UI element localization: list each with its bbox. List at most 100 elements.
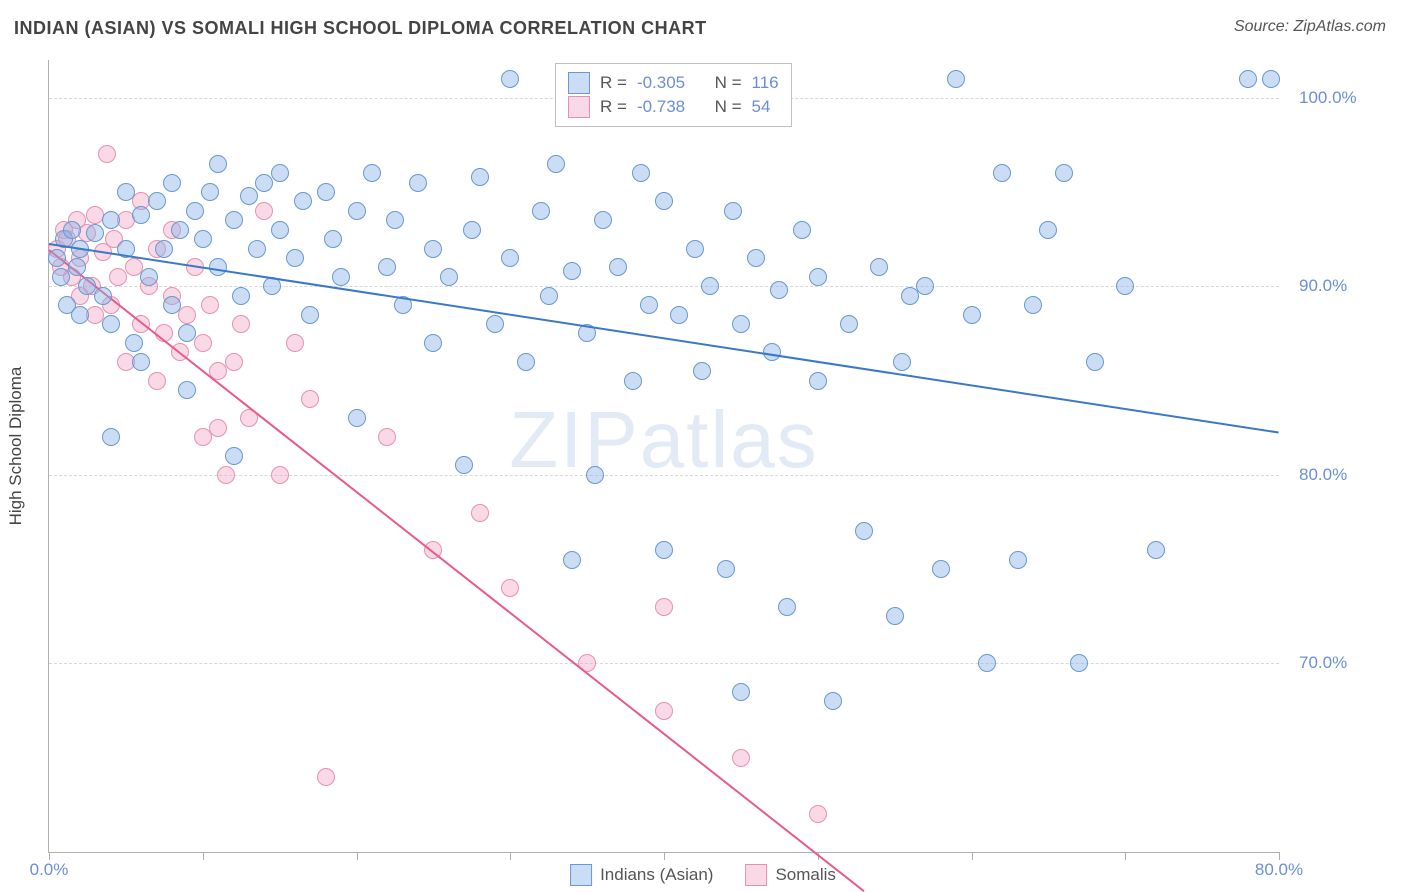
- point-indians: [463, 221, 481, 239]
- point-indians: [148, 192, 166, 210]
- legend-stats-row-indians: R = -0.305 N = 116: [568, 72, 779, 94]
- legend-item-somalis: Somalis: [745, 864, 835, 886]
- point-indians: [409, 174, 427, 192]
- point-somalis: [178, 306, 196, 324]
- point-indians: [86, 224, 104, 242]
- point-indians: [117, 183, 135, 201]
- point-indians: [947, 70, 965, 88]
- xtick-label: 0.0%: [30, 860, 69, 880]
- point-somalis: [98, 145, 116, 163]
- point-indians: [132, 353, 150, 371]
- point-indians: [532, 202, 550, 220]
- point-somalis: [225, 353, 243, 371]
- xtick-mark: [1279, 852, 1280, 860]
- point-somalis: [378, 428, 396, 446]
- point-indians: [209, 155, 227, 173]
- point-somalis: [655, 598, 673, 616]
- point-indians: [286, 249, 304, 267]
- point-indians: [94, 287, 112, 305]
- point-indians: [386, 211, 404, 229]
- point-indians: [378, 258, 396, 276]
- point-indians: [747, 249, 765, 267]
- ytick-label: 100.0%: [1299, 88, 1379, 108]
- point-indians: [732, 315, 750, 333]
- point-indians: [993, 164, 1011, 182]
- chart-title: INDIAN (ASIAN) VS SOMALI HIGH SCHOOL DIP…: [14, 18, 707, 39]
- point-indians: [640, 296, 658, 314]
- n-label: N =: [715, 97, 742, 117]
- point-indians: [240, 187, 258, 205]
- swatch-indians: [570, 864, 592, 886]
- point-indians: [1116, 277, 1134, 295]
- legend-label-somalis: Somalis: [775, 865, 835, 885]
- point-indians: [824, 692, 842, 710]
- point-indians: [855, 522, 873, 540]
- n-label: N =: [715, 73, 742, 93]
- r-label: R =: [600, 73, 627, 93]
- point-indians: [140, 268, 158, 286]
- point-indians: [632, 164, 650, 182]
- xtick-mark: [972, 852, 973, 860]
- point-indians: [1262, 70, 1280, 88]
- watermark-zip: ZIP: [509, 395, 639, 484]
- point-indians: [155, 240, 173, 258]
- point-indians: [455, 456, 473, 474]
- point-indians: [809, 372, 827, 390]
- point-somalis: [209, 419, 227, 437]
- point-indians: [186, 202, 204, 220]
- point-indians: [102, 315, 120, 333]
- point-indians: [102, 428, 120, 446]
- point-indians: [547, 155, 565, 173]
- point-indians: [232, 287, 250, 305]
- gridline-h: [49, 663, 1279, 664]
- point-indians: [225, 447, 243, 465]
- point-indians: [1086, 353, 1104, 371]
- point-somalis: [809, 805, 827, 823]
- point-somalis: [286, 334, 304, 352]
- point-somalis: [501, 579, 519, 597]
- point-indians: [248, 240, 266, 258]
- source-label: Source: ZipAtlas.com: [1234, 18, 1386, 36]
- legend-stats-row-somalis: R = -0.738 N = 54: [568, 96, 779, 118]
- point-indians: [724, 202, 742, 220]
- point-indians: [332, 268, 350, 286]
- point-indians: [594, 211, 612, 229]
- point-indians: [1239, 70, 1257, 88]
- point-indians: [48, 249, 66, 267]
- point-somalis: [194, 334, 212, 352]
- ytick-label: 80.0%: [1299, 465, 1379, 485]
- point-indians: [317, 183, 335, 201]
- point-somalis: [732, 749, 750, 767]
- point-indians: [717, 560, 735, 578]
- legend-label-indians: Indians (Asian): [600, 865, 713, 885]
- point-somalis: [301, 390, 319, 408]
- point-indians: [102, 211, 120, 229]
- xtick-mark: [203, 852, 204, 860]
- point-indians: [163, 174, 181, 192]
- trend-line-somalis: [48, 249, 864, 892]
- point-indians: [1147, 541, 1165, 559]
- xtick-mark: [664, 852, 665, 860]
- xtick-mark: [1125, 852, 1126, 860]
- point-indians: [916, 277, 934, 295]
- point-indians: [517, 353, 535, 371]
- point-somalis: [471, 504, 489, 522]
- point-somalis: [255, 202, 273, 220]
- ytick-label: 70.0%: [1299, 653, 1379, 673]
- point-indians: [886, 607, 904, 625]
- point-indians: [501, 70, 519, 88]
- point-indians: [893, 353, 911, 371]
- point-indians: [71, 306, 89, 324]
- point-indians: [471, 168, 489, 186]
- point-indians: [540, 287, 558, 305]
- point-somalis: [201, 296, 219, 314]
- point-indians: [1055, 164, 1073, 182]
- legend-item-indians: Indians (Asian): [570, 864, 713, 886]
- point-indians: [440, 268, 458, 286]
- point-indians: [732, 683, 750, 701]
- gridline-h: [49, 286, 1279, 287]
- r-label: R =: [600, 97, 627, 117]
- point-indians: [163, 296, 181, 314]
- watermark-atlas: atlas: [640, 395, 819, 484]
- point-indians: [132, 206, 150, 224]
